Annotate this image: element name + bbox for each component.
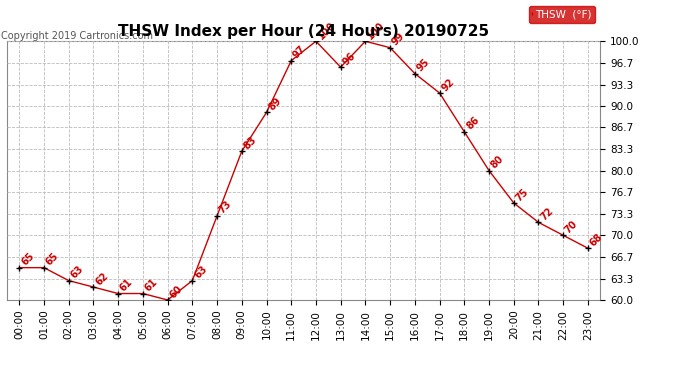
Text: 100: 100 <box>366 20 387 41</box>
Text: 89: 89 <box>266 96 283 112</box>
Text: 95: 95 <box>415 57 431 74</box>
Text: 65: 65 <box>44 251 61 268</box>
Legend: THSW  (°F): THSW (°F) <box>529 6 595 22</box>
Text: 97: 97 <box>291 44 308 61</box>
Text: 61: 61 <box>118 277 135 294</box>
Text: 65: 65 <box>19 251 36 268</box>
Text: 75: 75 <box>514 186 531 203</box>
Text: 61: 61 <box>143 277 159 294</box>
Text: 99: 99 <box>390 31 406 48</box>
Text: 63: 63 <box>193 264 209 280</box>
Text: 96: 96 <box>341 51 357 67</box>
Text: 86: 86 <box>464 115 481 132</box>
Text: 60: 60 <box>168 284 184 300</box>
Title: THSW Index per Hour (24 Hours) 20190725: THSW Index per Hour (24 Hours) 20190725 <box>118 24 489 39</box>
Text: 73: 73 <box>217 199 234 216</box>
Text: 68: 68 <box>588 231 604 248</box>
Text: 83: 83 <box>241 135 259 151</box>
Text: 92: 92 <box>440 76 456 93</box>
Text: 72: 72 <box>538 206 555 222</box>
Text: Copyright 2019 Cartronics.com: Copyright 2019 Cartronics.com <box>1 31 153 41</box>
Text: 70: 70 <box>563 219 580 236</box>
Text: 63: 63 <box>69 264 86 280</box>
Text: 80: 80 <box>489 154 506 171</box>
Text: 62: 62 <box>93 270 110 287</box>
Text: 100: 100 <box>316 20 337 41</box>
